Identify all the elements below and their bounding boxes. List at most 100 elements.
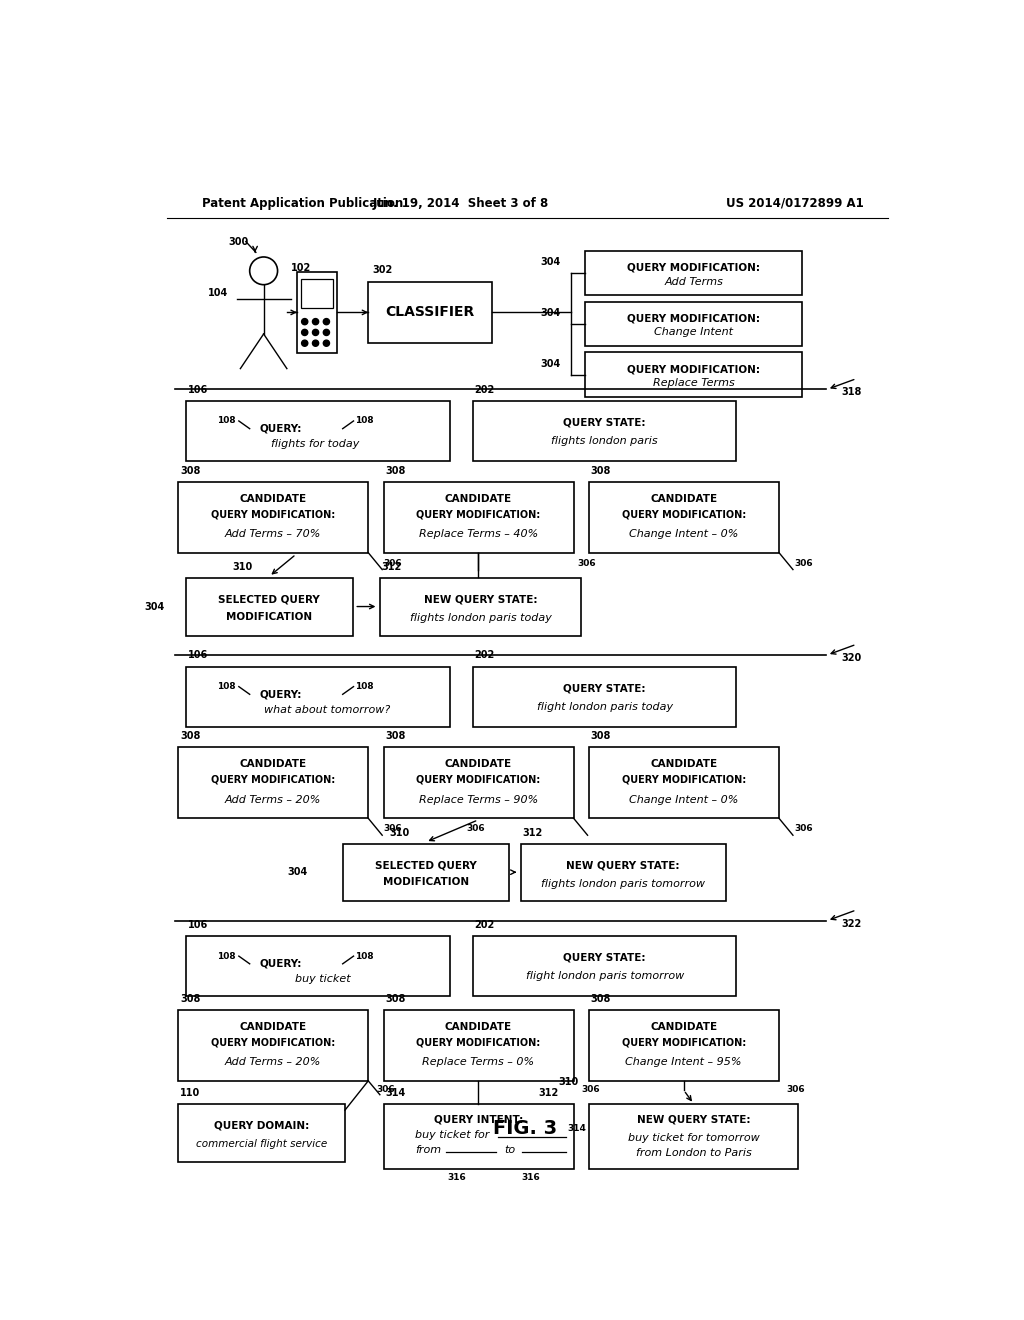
Text: Jun. 19, 2014  Sheet 3 of 8: Jun. 19, 2014 Sheet 3 of 8 bbox=[373, 197, 549, 210]
Text: CANDIDATE: CANDIDATE bbox=[240, 759, 306, 770]
Bar bbox=[384, 747, 573, 818]
Bar bbox=[589, 1104, 799, 1170]
Text: flight london paris today: flight london paris today bbox=[537, 702, 673, 711]
Text: flight london paris tomorrow: flight london paris tomorrow bbox=[525, 972, 684, 981]
Text: 312: 312 bbox=[381, 562, 401, 572]
Text: 300: 300 bbox=[228, 236, 249, 247]
Text: 306: 306 bbox=[582, 1085, 600, 1094]
Circle shape bbox=[324, 318, 330, 325]
Bar bbox=[301, 279, 334, 308]
Bar bbox=[384, 1104, 573, 1170]
Text: 320: 320 bbox=[841, 653, 861, 663]
Text: 304: 304 bbox=[541, 308, 560, 318]
Text: buy ticket: buy ticket bbox=[295, 974, 350, 985]
Text: QUERY MODIFICATION:: QUERY MODIFICATION: bbox=[622, 510, 745, 519]
Text: 108: 108 bbox=[217, 952, 236, 961]
Bar bbox=[380, 578, 582, 636]
Bar bbox=[589, 482, 779, 553]
Text: 308: 308 bbox=[180, 466, 201, 475]
Text: Replace Terms – 40%: Replace Terms – 40% bbox=[419, 529, 538, 539]
Text: 202: 202 bbox=[474, 920, 495, 929]
Text: 308: 308 bbox=[180, 731, 201, 742]
Text: flights london paris today: flights london paris today bbox=[410, 612, 552, 623]
Bar bbox=[586, 251, 802, 296]
Text: 202: 202 bbox=[474, 651, 495, 660]
Bar bbox=[589, 747, 779, 818]
Bar bbox=[521, 843, 726, 902]
Text: CANDIDATE: CANDIDATE bbox=[650, 1022, 717, 1032]
Text: flights london paris tomorrow: flights london paris tomorrow bbox=[542, 879, 706, 888]
Text: Change Intent – 95%: Change Intent – 95% bbox=[626, 1057, 742, 1068]
Text: 306: 306 bbox=[795, 825, 813, 833]
Text: SELECTED QUERY: SELECTED QUERY bbox=[375, 861, 476, 870]
Text: CANDIDATE: CANDIDATE bbox=[444, 1022, 512, 1032]
Bar bbox=[384, 1010, 573, 1081]
Text: Replace Terms – 0%: Replace Terms – 0% bbox=[422, 1057, 535, 1068]
Circle shape bbox=[312, 330, 318, 335]
Text: 308: 308 bbox=[385, 731, 406, 742]
Text: to: to bbox=[504, 1146, 515, 1155]
Text: Replace Terms – 90%: Replace Terms – 90% bbox=[419, 795, 538, 805]
Text: 108: 108 bbox=[355, 682, 374, 692]
Text: 322: 322 bbox=[841, 919, 861, 929]
Bar bbox=[178, 482, 369, 553]
Bar bbox=[297, 272, 337, 354]
Text: 304: 304 bbox=[288, 867, 308, 878]
Text: buy ticket for: buy ticket for bbox=[415, 1130, 489, 1139]
Bar bbox=[343, 843, 509, 902]
Text: 108: 108 bbox=[217, 682, 236, 692]
Text: what about tomorrow?: what about tomorrow? bbox=[263, 705, 390, 714]
Text: 308: 308 bbox=[591, 994, 611, 1003]
Text: 306: 306 bbox=[795, 558, 813, 568]
Text: 304: 304 bbox=[541, 359, 560, 368]
Bar bbox=[178, 1010, 369, 1081]
Text: 202: 202 bbox=[474, 385, 495, 395]
Text: 316: 316 bbox=[447, 1173, 466, 1183]
Text: Add Terms: Add Terms bbox=[665, 277, 723, 286]
Text: 310: 310 bbox=[232, 562, 253, 572]
Text: 106: 106 bbox=[187, 651, 208, 660]
Text: 108: 108 bbox=[355, 417, 374, 425]
Text: Add Terms – 20%: Add Terms – 20% bbox=[224, 1057, 322, 1068]
Circle shape bbox=[312, 318, 318, 325]
Text: NEW QUERY STATE:: NEW QUERY STATE: bbox=[566, 861, 680, 870]
Text: Replace Terms: Replace Terms bbox=[653, 379, 734, 388]
Text: 304: 304 bbox=[144, 602, 165, 611]
Text: QUERY MODIFICATION:: QUERY MODIFICATION: bbox=[211, 775, 335, 785]
Bar bbox=[178, 1104, 345, 1162]
Text: 306: 306 bbox=[384, 825, 402, 833]
Text: QUERY MODIFICATION:: QUERY MODIFICATION: bbox=[416, 510, 541, 519]
Bar bbox=[473, 667, 736, 726]
Text: CANDIDATE: CANDIDATE bbox=[650, 494, 717, 504]
Bar bbox=[186, 936, 450, 997]
Text: 310: 310 bbox=[558, 1077, 579, 1088]
Bar bbox=[586, 302, 802, 346]
Text: MODIFICATION: MODIFICATION bbox=[383, 878, 469, 887]
Text: CANDIDATE: CANDIDATE bbox=[240, 494, 306, 504]
Text: 306: 306 bbox=[467, 825, 485, 833]
Text: CANDIDATE: CANDIDATE bbox=[650, 759, 717, 770]
Text: 102: 102 bbox=[291, 263, 311, 273]
Text: QUERY MODIFICATION:: QUERY MODIFICATION: bbox=[416, 775, 541, 785]
Circle shape bbox=[312, 341, 318, 346]
Text: 106: 106 bbox=[187, 920, 208, 929]
Text: Change Intent: Change Intent bbox=[654, 327, 733, 338]
Text: QUERY STATE:: QUERY STATE: bbox=[563, 684, 646, 693]
Text: QUERY:: QUERY: bbox=[260, 689, 302, 700]
Bar bbox=[384, 482, 573, 553]
Text: CANDIDATE: CANDIDATE bbox=[240, 1022, 306, 1032]
Text: 310: 310 bbox=[389, 828, 410, 838]
Text: 308: 308 bbox=[591, 731, 611, 742]
Circle shape bbox=[324, 341, 330, 346]
Text: 308: 308 bbox=[180, 994, 201, 1003]
Text: QUERY STATE:: QUERY STATE: bbox=[563, 417, 646, 428]
Text: flights london paris: flights london paris bbox=[551, 436, 658, 446]
Text: Change Intent – 0%: Change Intent – 0% bbox=[629, 795, 738, 805]
Text: Change Intent – 0%: Change Intent – 0% bbox=[629, 529, 738, 539]
Text: QUERY INTENT:: QUERY INTENT: bbox=[434, 1114, 523, 1125]
Circle shape bbox=[302, 330, 308, 335]
Text: QUERY:: QUERY: bbox=[260, 958, 302, 969]
Text: QUERY MODIFICATION:: QUERY MODIFICATION: bbox=[628, 314, 760, 323]
Text: 316: 316 bbox=[521, 1173, 541, 1183]
Text: US 2014/0172899 A1: US 2014/0172899 A1 bbox=[726, 197, 864, 210]
